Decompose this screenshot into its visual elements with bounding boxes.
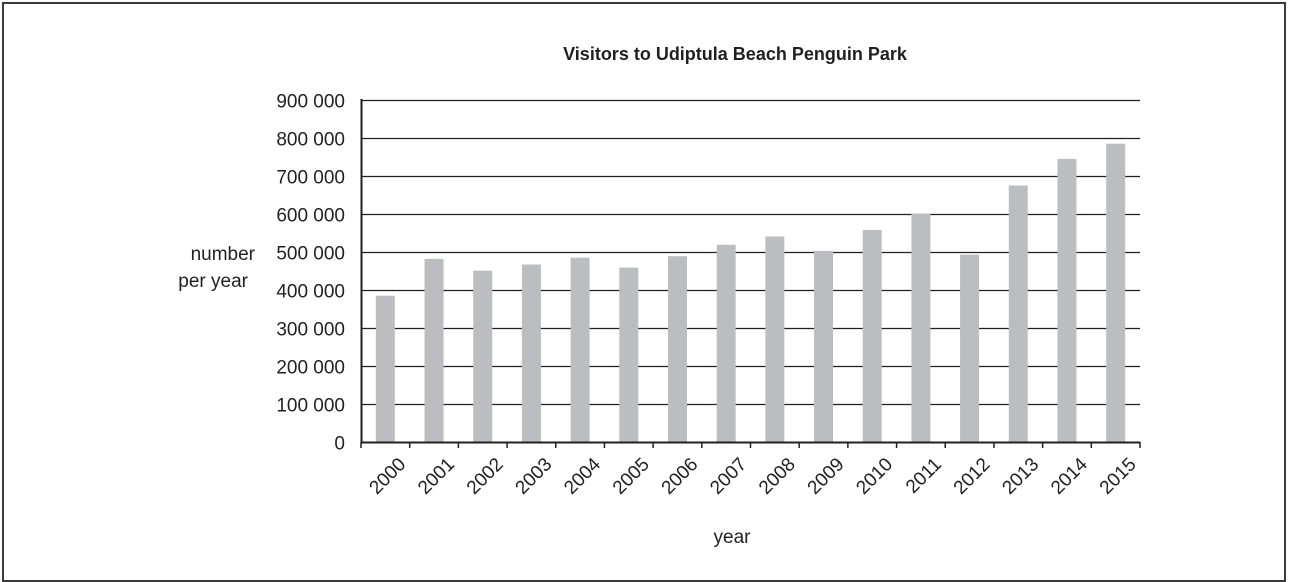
bars <box>375 143 1126 442</box>
bar-2002 <box>473 270 493 442</box>
chart-title: Visitors to Udiptula Beach Penguin Park <box>563 44 908 64</box>
y-tick-label: 600 000 <box>276 206 345 227</box>
bar-2013 <box>1008 185 1028 442</box>
bar-2011 <box>911 213 931 442</box>
bar-2000 <box>375 295 395 442</box>
bar-2003 <box>521 264 541 442</box>
x-tick-label: 2011 <box>902 454 946 498</box>
x-tick-label: 2013 <box>998 454 1043 499</box>
bar-2005 <box>619 267 639 442</box>
x-tick-label: 2010 <box>852 454 897 499</box>
x-tick-label: 2012 <box>950 454 995 499</box>
y-tick-label: 200 000 <box>276 358 345 379</box>
y-tick-label: 900 000 <box>276 92 345 113</box>
x-tick-label: 2005 <box>609 454 654 499</box>
y-tick-label: 0 <box>334 434 345 455</box>
bar-2015 <box>1106 143 1126 442</box>
bar-2010 <box>862 229 882 442</box>
x-tick-label: 2006 <box>658 454 703 499</box>
y-tick-label: 300 000 <box>276 320 345 341</box>
axes <box>360 99 1141 448</box>
y-tick-label: 100 000 <box>276 396 345 417</box>
x-tick-label: 2002 <box>463 454 508 499</box>
bar-2008 <box>765 236 785 442</box>
y-tick-label: 400 000 <box>276 282 345 303</box>
bar-2014 <box>1057 158 1077 442</box>
bar-2006 <box>667 256 687 442</box>
y-tick-label: 500 000 <box>276 244 345 265</box>
bar-2012 <box>960 254 980 442</box>
x-tick-labels: 2000 2001 2002 2003 2004 2005 2006 2007 2008 2009… <box>366 454 1141 499</box>
y-tick-label: 700 000 <box>276 168 345 189</box>
x-tick-label: 2000 <box>366 454 411 499</box>
bar-2009 <box>814 250 834 442</box>
x-tick-label: 2004 <box>560 454 605 499</box>
y-axis-label-line-2: per year <box>178 271 248 292</box>
bar-2004 <box>570 257 590 442</box>
x-tick-label: 2008 <box>755 454 800 499</box>
y-axis-label-line-1: number <box>191 244 256 265</box>
x-tick-label: 2007 <box>706 454 751 499</box>
y-tick-labels: 0 100 000 200 000 300 000 400 000 500 000 600 … <box>276 92 345 455</box>
x-tick-label: 2003 <box>512 454 557 499</box>
x-tick-label: 2001 <box>414 454 459 499</box>
bar-2001 <box>424 258 444 442</box>
x-axis-label: year <box>714 527 752 548</box>
bar-2007 <box>716 244 736 442</box>
y-tick-label: 800 000 <box>276 130 345 151</box>
x-tick-label: 2009 <box>804 454 849 499</box>
x-tick-label: 2015 <box>1096 454 1141 499</box>
x-tick-label: 2014 <box>1047 454 1092 499</box>
